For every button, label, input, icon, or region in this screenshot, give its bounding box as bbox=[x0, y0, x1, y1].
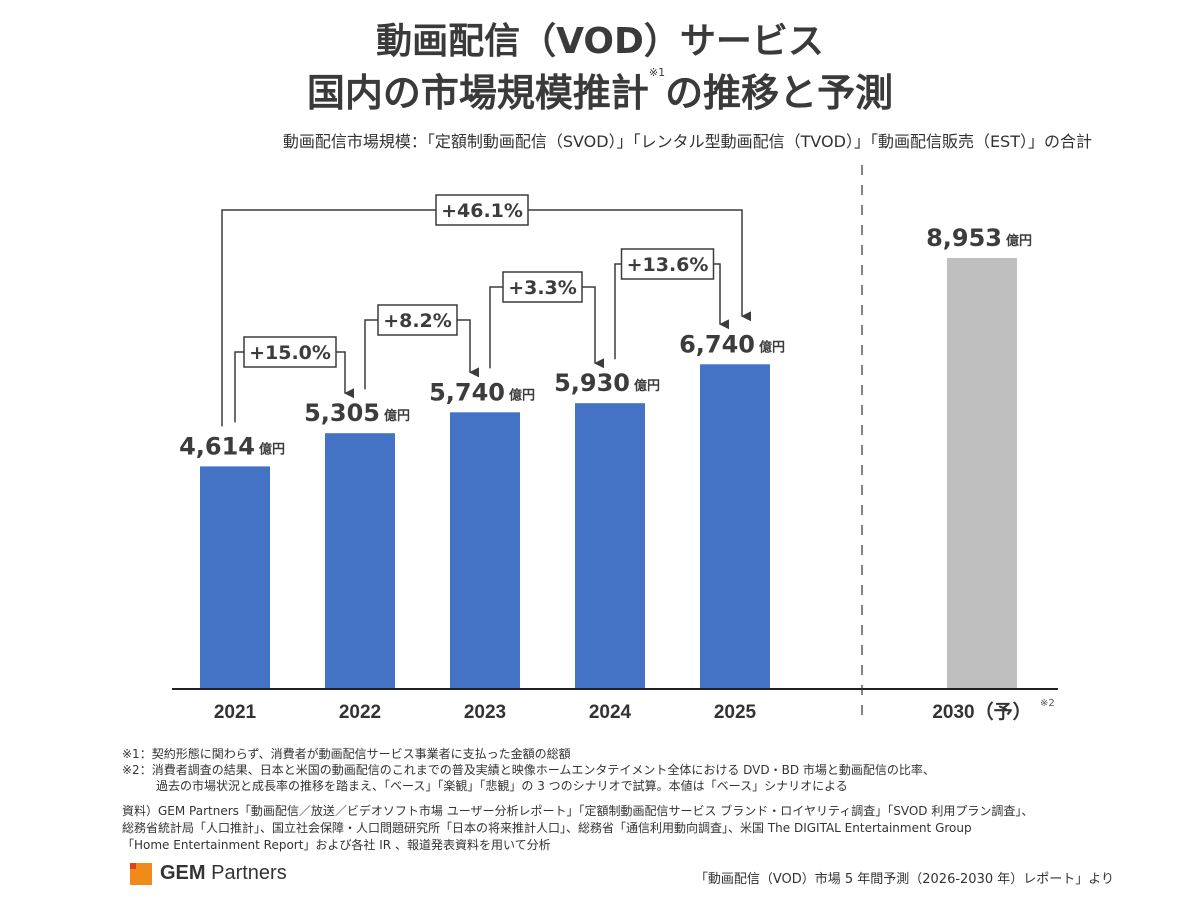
growth-label-box bbox=[502, 271, 583, 303]
bar-2030 bbox=[947, 258, 1017, 688]
growth-label-box bbox=[620, 248, 715, 280]
x-tick-label: 2025 bbox=[714, 702, 757, 723]
growth-label-box bbox=[435, 194, 529, 226]
x-tick-label: 2023 bbox=[464, 702, 506, 723]
bar-2025 bbox=[700, 364, 770, 688]
x-tick-labels-group: 2021 2022 2023 2024 2025 2030（予） ※2 bbox=[214, 698, 1055, 723]
value-label: 5,305 bbox=[304, 399, 380, 427]
unit-label: 億円 bbox=[509, 387, 535, 403]
title-part-a: 国内の市場規模推計 bbox=[306, 71, 649, 115]
value-labels-group: 4,614 億円5,305 億円5,740 億円 5,930 億円6,740 億円8,953… bbox=[179, 224, 1032, 460]
x-tick-label: 2030（予） bbox=[932, 700, 1031, 723]
unit-label: 億円 bbox=[384, 408, 410, 424]
footnote-1: ※1：契約形態に関わらず、消費者が動画配信サービス事業者に支払った金額の総額 bbox=[122, 747, 571, 761]
title-footnote-marker: ※1 bbox=[648, 66, 666, 79]
growth-label: +3.3% bbox=[508, 277, 577, 299]
growth-annotation: +13.6% bbox=[614, 248, 729, 360]
growth-label: +13.6% bbox=[627, 254, 709, 276]
growth-annotation: +3.3% bbox=[489, 271, 604, 369]
source-line-1: 資料）GEM Partners「動画配信／放送／ビデオソフト市場 ユーザー分析レ… bbox=[122, 804, 1034, 818]
growth-label: +15.0% bbox=[249, 342, 331, 364]
x-tick-footnote: ※2 bbox=[1040, 698, 1055, 709]
x-tick-label: 2022 bbox=[339, 702, 381, 723]
gem-partners-logo: GEM Partners bbox=[130, 862, 287, 885]
x-tick-label: 2021 bbox=[214, 702, 257, 723]
bar-2023 bbox=[450, 412, 520, 688]
unit-label: 億円 bbox=[634, 378, 660, 394]
value-label: 6,740 bbox=[679, 330, 755, 358]
chart-title-line2: 国内の市場規模推計※1の推移と予測 bbox=[0, 62, 1200, 117]
growth-label-box bbox=[243, 336, 337, 368]
x-tick-label: 2024 bbox=[589, 702, 632, 723]
unit-label: 億円 bbox=[259, 441, 285, 457]
value-label: 8,953 bbox=[926, 224, 1002, 252]
footnotes: ※1：契約形態に関わらず、消費者が動画配信サービス事業者に支払った金額の総額 ※… bbox=[122, 746, 935, 794]
value-label: 4,614 bbox=[179, 432, 255, 460]
growth-annotation: +8.2% bbox=[364, 304, 479, 390]
growth-annotations: +15.0% +8.2% +3.3% +13.6% +46.1% bbox=[221, 194, 751, 427]
bar-2022 bbox=[325, 433, 395, 688]
chart-subtitle: 動画配信市場規模：「定額制動画配信（SVOD）」「レンタル型動画配信（TVOD）… bbox=[282, 132, 1092, 151]
value-label: 5,740 bbox=[429, 378, 505, 406]
logo-text: GEM Partners bbox=[160, 862, 287, 884]
growth-label: +8.2% bbox=[383, 310, 452, 332]
bar-chart: +15.0%+8.2%+3.3%+13.6%+46.1% 4,614 億円5,30… bbox=[172, 165, 1058, 723]
unit-label: 億円 bbox=[759, 339, 785, 355]
bars-group bbox=[200, 258, 1017, 688]
bar-2024 bbox=[575, 403, 645, 688]
title-part-b: の推移と予測 bbox=[665, 71, 894, 115]
bar-2021 bbox=[200, 466, 270, 688]
unit-label: 億円 bbox=[1006, 233, 1032, 249]
growth-annotation: +46.1% bbox=[221, 194, 751, 427]
footnote-2-line1: ※2：消費者調査の結果、日本と米国の動画配信のこれまでの普及実績と映像ホームエン… bbox=[122, 763, 935, 777]
source-line-3: 「Home Entertainment Report」および各社 IR 、報道発… bbox=[122, 838, 551, 852]
logo-square-icon bbox=[130, 862, 152, 885]
report-credit: 「動画配信（VOD）市場 5 年間予測（2026-2030 年）レポート」より bbox=[694, 872, 1114, 887]
source-line-2: 総務省統計局「人口推計」、国立社会保障・人口問題研究所「日本の将来推計人口」、総… bbox=[122, 821, 972, 835]
growth-annotation: +15.0% bbox=[234, 336, 354, 423]
growth-label-box bbox=[377, 304, 458, 336]
value-label: 5,930 bbox=[554, 369, 630, 397]
growth-label: +46.1% bbox=[441, 200, 523, 222]
footnote-2-line2: 過去の市場状況と成長率の推移を踏まえ、「ベース」「楽観」「悲観」の 3 つのシナ… bbox=[156, 779, 848, 793]
chart-title-line1: 動画配信（VOD）サービス bbox=[376, 21, 824, 62]
sources: 資料）GEM Partners「動画配信／放送／ビデオソフト市場 ユーザー分析レ… bbox=[122, 803, 1033, 854]
